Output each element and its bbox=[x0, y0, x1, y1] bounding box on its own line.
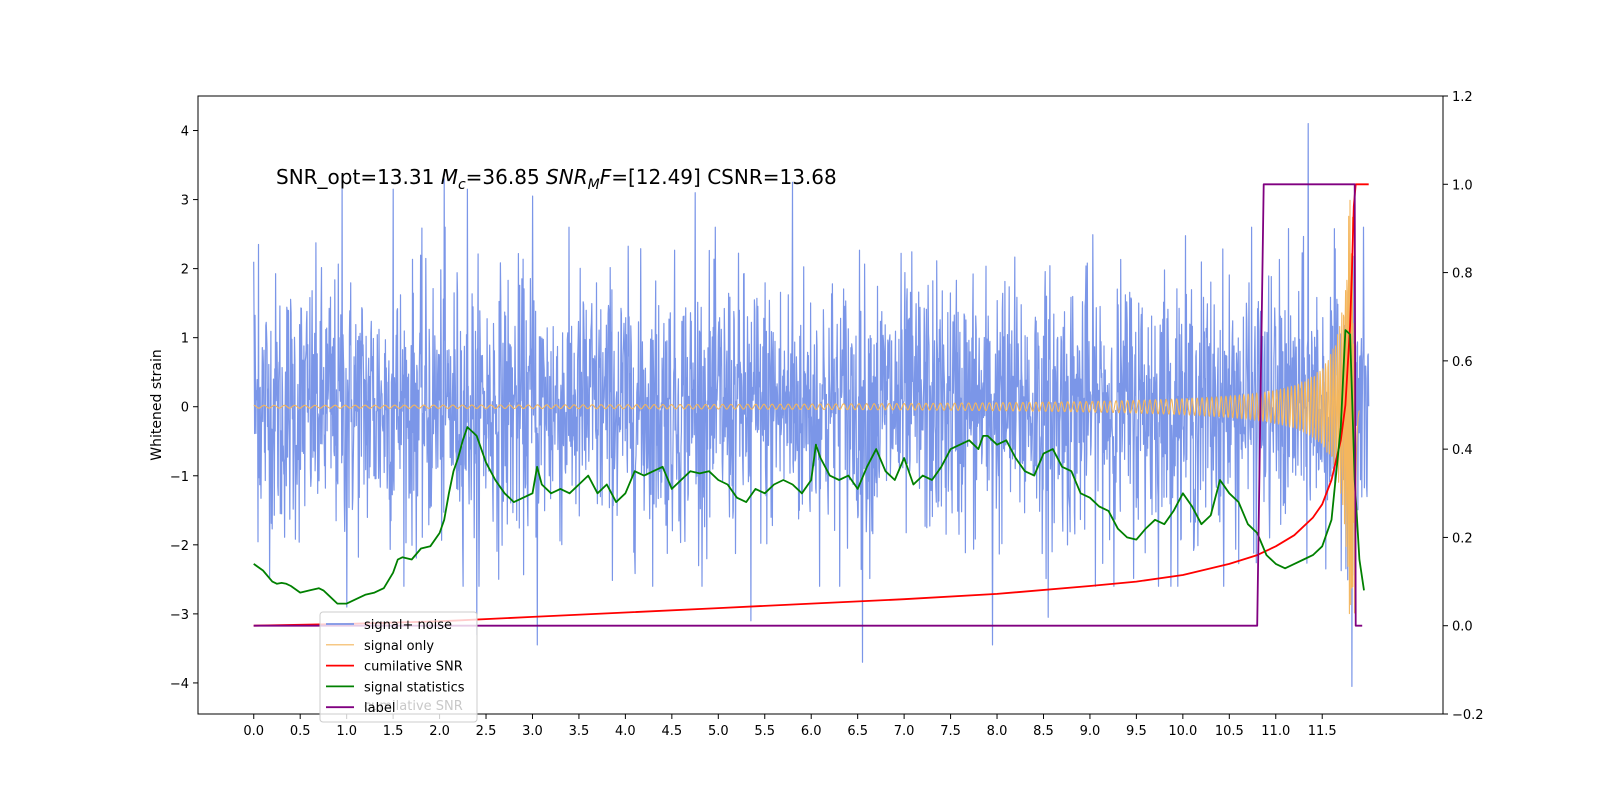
annotation-snr-opt: SNR_opt=13.31 bbox=[276, 165, 441, 189]
series-line-label bbox=[253, 183, 1363, 627]
x-tick-label: 11.5 bbox=[1308, 724, 1337, 739]
y-left-tick-label: −3 bbox=[170, 608, 189, 623]
y-right-tick-label: 0.4 bbox=[1452, 443, 1473, 458]
y-left-tick-label: 3 bbox=[181, 194, 189, 209]
x-tick-label: 10.5 bbox=[1215, 724, 1244, 739]
x-tick-label: 11.0 bbox=[1261, 724, 1290, 739]
x-tick-label: 1.0 bbox=[336, 724, 357, 739]
annotation-snr-symbol: SNR bbox=[546, 165, 588, 189]
y-axis-left-label: Whitened strain bbox=[149, 349, 165, 460]
x-tick-label: 5.0 bbox=[708, 724, 729, 739]
y-right-tick-label: 0.2 bbox=[1452, 531, 1473, 546]
x-tick-label: 0.0 bbox=[243, 724, 264, 739]
y-axis-left: 4 3 2 1 0 −1 −2 −3 −4 bbox=[170, 125, 198, 692]
y-right-tick-label: 0.8 bbox=[1452, 267, 1473, 282]
legend-label: label bbox=[364, 701, 395, 716]
y-right-tick-label: −0.2 bbox=[1452, 708, 1484, 723]
x-tick-label: 0.5 bbox=[290, 724, 311, 739]
x-tick-label: 3.0 bbox=[522, 724, 543, 739]
x-tick-label: 2.5 bbox=[476, 724, 497, 739]
x-tick-label: 6.5 bbox=[847, 724, 868, 739]
y-right-tick-label: 1.2 bbox=[1452, 90, 1473, 105]
legend: cumilative SNR signal+ noise signal only c… bbox=[319, 611, 478, 723]
y-left-tick-label: 4 bbox=[181, 125, 189, 140]
x-tick-label: 9.5 bbox=[1126, 724, 1147, 739]
y-left-tick-label: −1 bbox=[170, 470, 189, 485]
y-left-tick-label: 0 bbox=[181, 401, 189, 416]
y-right-tick-label: 0.0 bbox=[1452, 620, 1473, 635]
series-line-signal-only bbox=[253, 199, 1360, 615]
annotation-mc-value: =36.85 bbox=[466, 165, 546, 189]
x-tick-label: 5.5 bbox=[754, 724, 775, 739]
y-left-tick-label: −4 bbox=[170, 677, 189, 692]
x-axis: 0.0 0.5 1.0 1.5 2.0 2.5 3.0 3.5 4.0 4.5 5.0 5.5 6.0 6… bbox=[243, 714, 1337, 739]
x-tick-label: 10.0 bbox=[1168, 724, 1197, 739]
x-tick-label: 2.0 bbox=[429, 724, 450, 739]
x-tick-label: 4.5 bbox=[661, 724, 682, 739]
annotation-snr-subscript: M bbox=[588, 177, 600, 193]
x-tick-label: 8.0 bbox=[987, 724, 1008, 739]
y-right-tick-label: 0.6 bbox=[1452, 355, 1473, 370]
y-left-tick-label: −2 bbox=[170, 539, 189, 554]
annotation-snr-value: =[12.49] CSNR=13.68 bbox=[611, 165, 837, 189]
y-left-tick-label: 1 bbox=[181, 332, 189, 347]
x-tick-label: 7.5 bbox=[940, 724, 961, 739]
chart-annotation: SNR_opt=13.31 Mc=36.85 SNRMF=[12.49] CSN… bbox=[276, 165, 837, 193]
plot-frame bbox=[197, 95, 1444, 715]
annotation-mc-symbol: M bbox=[441, 165, 458, 189]
x-tick-label: 4.0 bbox=[615, 724, 636, 739]
series-line-signal-statistics bbox=[253, 329, 1365, 605]
x-tick-label: 8.5 bbox=[1033, 724, 1054, 739]
annotation-snr-f: F bbox=[600, 165, 612, 189]
annotation-mc-subscript: c bbox=[458, 177, 466, 193]
x-tick-label: 6.0 bbox=[801, 724, 822, 739]
x-tick-label: 1.5 bbox=[383, 724, 404, 739]
y-left-tick-label: 2 bbox=[181, 263, 189, 278]
legend-label: signal only bbox=[364, 639, 434, 654]
x-tick-label: 3.5 bbox=[569, 724, 590, 739]
series-line-signal-noise bbox=[253, 123, 1370, 687]
legend-label: cumilative SNR bbox=[364, 660, 463, 675]
legend-box bbox=[319, 611, 478, 723]
y-axis-right: 1.2 1.0 0.8 0.6 0.4 0.2 0.0 −0.2 bbox=[1443, 90, 1484, 723]
series-layer bbox=[253, 123, 1370, 687]
legend-label: signal statistics bbox=[364, 680, 465, 695]
series-line-cumilative-snr bbox=[253, 183, 1369, 627]
x-tick-label: 9.0 bbox=[1080, 724, 1101, 739]
y-right-tick-label: 1.0 bbox=[1452, 178, 1473, 193]
x-tick-label: 7.0 bbox=[894, 724, 915, 739]
legend-ghost-label: cumilative SNR bbox=[364, 699, 463, 714]
legend-label: signal+ noise bbox=[364, 618, 452, 633]
